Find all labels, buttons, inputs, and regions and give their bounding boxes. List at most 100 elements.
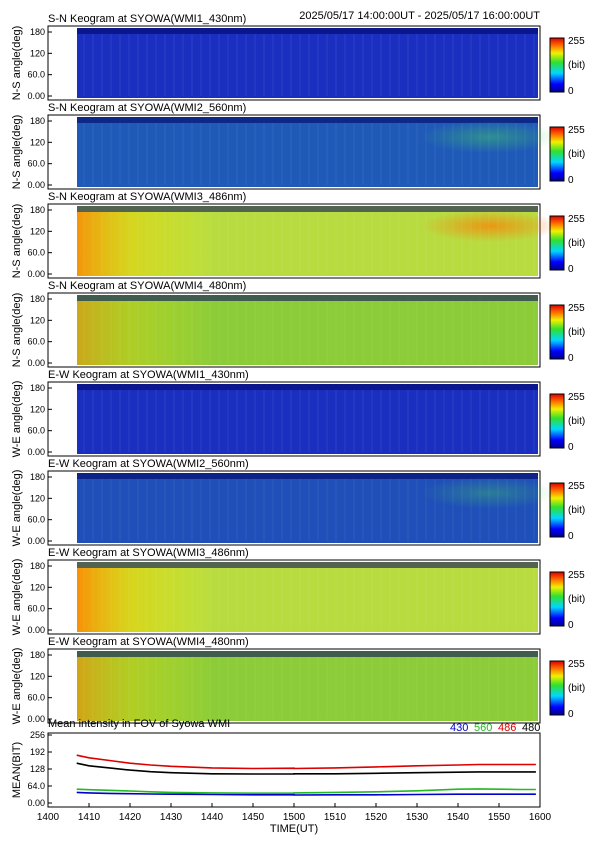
texture-streak (524, 123, 526, 185)
texture-streak (110, 34, 112, 96)
texture-streak (281, 479, 283, 541)
colorbar (549, 37, 565, 93)
texture-streak (371, 301, 373, 363)
colorbar (549, 126, 565, 182)
y-tick-label: 120 (30, 137, 45, 147)
texture-streak (443, 657, 445, 719)
texture-streak (479, 390, 481, 452)
texture-streak (200, 212, 202, 274)
texture-streak (281, 301, 283, 363)
texture-streak (83, 123, 85, 185)
texture-streak (515, 390, 517, 452)
texture-streak (461, 212, 463, 274)
texture-streak (389, 123, 391, 185)
texture-streak (209, 390, 211, 452)
texture-streak (83, 390, 85, 452)
texture-streak (182, 34, 184, 96)
texture-streak (191, 212, 193, 274)
texture-streak (335, 568, 337, 630)
texture-streak (479, 657, 481, 719)
mean-intensity-plot: Mean intensity in FOV of Syowa WMI 430 56… (11, 718, 552, 835)
y-tick-label: 0.00 (27, 91, 45, 101)
y-tick-label: 60.0 (27, 426, 45, 436)
texture-streak (254, 301, 256, 363)
texture-streak (371, 123, 373, 185)
texture-streak (308, 657, 310, 719)
texture-streak (398, 212, 400, 274)
texture-streak (146, 212, 148, 274)
texture-streak (83, 34, 85, 96)
texture-streak (389, 34, 391, 96)
texture-streak (317, 301, 319, 363)
texture-streak (326, 568, 328, 630)
texture-streak (506, 301, 508, 363)
texture-streak (344, 212, 346, 274)
texture-streak (227, 123, 229, 185)
texture-streak (425, 657, 427, 719)
x-tick-label: 1440 (201, 812, 224, 823)
panel-ylabel: N-S angle(deg) (11, 293, 23, 368)
texture-streak (263, 479, 265, 541)
texture-streak (146, 301, 148, 363)
y-tick-label: 180 (30, 561, 45, 571)
texture-streak (254, 34, 256, 96)
texture-streak (173, 479, 175, 541)
texture-streak (110, 301, 112, 363)
texture-streak (263, 34, 265, 96)
texture-streak (128, 301, 130, 363)
texture-streak (380, 212, 382, 274)
texture-streak (299, 301, 301, 363)
texture-streak (326, 34, 328, 96)
texture-streak (218, 390, 220, 452)
y-tick-label: 180 (30, 383, 45, 393)
texture-streak (317, 34, 319, 96)
series-line-560 (76, 788, 536, 795)
texture-streak (164, 123, 166, 185)
colorbar-unit: (bit) (568, 149, 585, 160)
texture-streak (155, 390, 157, 452)
texture-streak (353, 301, 355, 363)
texture-streak (470, 301, 472, 363)
texture-streak (83, 301, 85, 363)
texture-streak (272, 479, 274, 541)
keogram-warm-region (77, 657, 538, 721)
y-tick-label: 0.00 (27, 536, 45, 546)
texture-streak (182, 657, 184, 719)
keogram-panel: E-W Keogram at SYOWA(WMI3_486nm) 0.00 60.0… (11, 547, 585, 635)
texture-streak (497, 123, 499, 185)
keogram-warm-region (77, 301, 538, 365)
texture-streak (362, 212, 364, 274)
texture-streak (533, 212, 535, 274)
texture-streak (263, 212, 265, 274)
texture-streak (506, 390, 508, 452)
texture-streak (290, 123, 292, 185)
x-tick-label: 1530 (406, 812, 429, 823)
texture-streak (362, 568, 364, 630)
line-y-tick-label: 0.00 (27, 798, 45, 808)
y-tick-label: 60.0 (27, 70, 45, 80)
y-tick-label: 60.0 (27, 693, 45, 703)
texture-streak (389, 568, 391, 630)
x-tick-label: 1510 (324, 812, 347, 823)
texture-streak (263, 390, 265, 452)
texture-streak (407, 123, 409, 185)
texture-streak (137, 479, 139, 541)
texture-streak (398, 657, 400, 719)
texture-streak (452, 34, 454, 96)
texture-streak (353, 390, 355, 452)
y-tick-label: 0.00 (27, 714, 45, 724)
texture-streak (290, 390, 292, 452)
texture-streak (515, 568, 517, 630)
y-tick-label: 0.00 (27, 625, 45, 635)
texture-streak (308, 568, 310, 630)
texture-streak (452, 390, 454, 452)
texture-streak (434, 123, 436, 185)
y-tick-label: 60.0 (27, 604, 45, 614)
texture-streak (398, 568, 400, 630)
texture-streak (290, 479, 292, 541)
texture-streak (272, 123, 274, 185)
texture-streak (191, 568, 193, 630)
keogram-image (77, 384, 538, 454)
texture-streak (362, 34, 364, 96)
y-tick-label: 120 (30, 226, 45, 236)
